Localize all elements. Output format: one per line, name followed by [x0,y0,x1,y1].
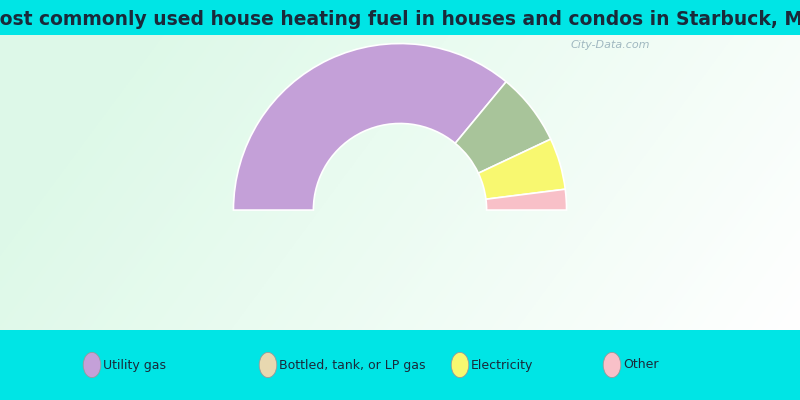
Text: Utility gas: Utility gas [103,358,166,372]
Wedge shape [486,189,566,210]
Wedge shape [478,139,566,199]
Ellipse shape [603,352,621,378]
Wedge shape [455,82,550,173]
Text: Bottled, tank, or LP gas: Bottled, tank, or LP gas [279,358,426,372]
Text: Electricity: Electricity [471,358,534,372]
Wedge shape [234,44,506,210]
Text: Other: Other [623,358,658,372]
Text: Most commonly used house heating fuel in houses and condos in Starbuck, MN: Most commonly used house heating fuel in… [0,10,800,29]
Ellipse shape [451,352,469,378]
Ellipse shape [83,352,101,378]
Text: City-Data.com: City-Data.com [570,40,650,50]
Ellipse shape [259,352,277,378]
